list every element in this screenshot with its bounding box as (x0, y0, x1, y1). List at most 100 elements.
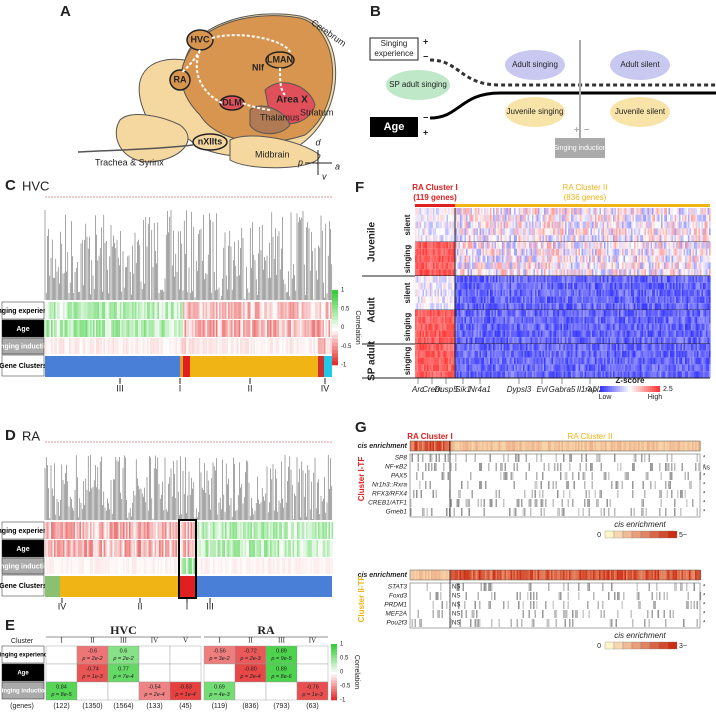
heat-cell (303, 320, 305, 337)
heat-cell (96, 338, 98, 354)
heat-cell (448, 222, 450, 229)
heat-cell (568, 324, 570, 331)
heat-cell (486, 228, 488, 235)
heat-cell (417, 235, 419, 242)
heat-cell (688, 276, 690, 283)
heat-cell (453, 242, 455, 249)
heat-cell (595, 276, 597, 283)
region-label: Area X (276, 95, 308, 106)
heat-cell (451, 249, 453, 256)
heat-cell (642, 317, 644, 324)
heat-cell (432, 303, 434, 310)
heat-cell (496, 242, 498, 249)
heat-cell (544, 269, 546, 276)
heat-cell (180, 302, 182, 319)
heat-cell (492, 242, 494, 249)
heat-cell (621, 262, 623, 269)
heat-cell (595, 208, 597, 215)
heat-cell (134, 338, 136, 354)
heat-cell (613, 262, 615, 269)
heat-cell (165, 302, 167, 319)
heat-cell (132, 338, 134, 354)
heat-cell (213, 320, 215, 337)
heat-cell (314, 338, 316, 354)
heat-cell (468, 215, 470, 222)
trajectory (430, 93, 716, 118)
heat-cell (83, 522, 85, 539)
group-label: SP adult singing (389, 80, 447, 89)
heat-cell (660, 276, 662, 283)
heat-cell (697, 228, 699, 235)
heat-cell (523, 235, 525, 242)
heat-cell (693, 269, 695, 276)
heat-cell (607, 262, 609, 269)
heat-cell (66, 540, 68, 557)
heat-cell (687, 317, 689, 324)
heat-cell (426, 249, 428, 256)
colorbar-cell (331, 647, 337, 650)
heat-cell (534, 215, 536, 222)
heat-cell (642, 276, 644, 283)
heat-cell (528, 276, 530, 283)
heat-cell (561, 215, 563, 222)
heat-cell (640, 256, 642, 263)
heat-cell (466, 303, 468, 310)
heat-cell (429, 317, 431, 324)
heat-cell (267, 522, 269, 539)
heat-cell (595, 296, 597, 303)
heat-cell (561, 324, 563, 331)
heat-cell (95, 540, 97, 557)
heat-cell (615, 276, 617, 283)
heat-cell (505, 242, 507, 249)
heat-cell (688, 283, 690, 290)
heat-cell (194, 558, 196, 574)
heat-cell (498, 208, 500, 215)
heat-cell (513, 249, 515, 256)
heat-cell (649, 262, 651, 269)
heat-cell (170, 540, 172, 557)
heat-cell (625, 283, 627, 290)
heat-cell (562, 303, 564, 310)
heat-cell (102, 522, 104, 539)
heat-cell (209, 302, 211, 319)
heat-cell (522, 256, 524, 263)
heat-cell (478, 269, 480, 276)
heat-cell (589, 269, 591, 276)
heat-cell (685, 249, 687, 256)
heat-cell (225, 558, 227, 574)
heat-cell (637, 317, 639, 324)
heat-cell (424, 310, 426, 317)
heat-cell (110, 302, 112, 319)
heat-cell (511, 222, 513, 229)
genes-count: (793) (273, 703, 289, 710)
heat-cell (709, 235, 711, 242)
heat-cell (158, 540, 160, 557)
heat-cell (579, 310, 581, 317)
heat-cell (444, 276, 446, 283)
heat-cell (706, 283, 708, 290)
heat-cell (513, 290, 515, 297)
colorbar-cell (332, 298, 338, 302)
heat-cell (619, 303, 621, 310)
heat-cell (180, 320, 182, 337)
heat-cell (595, 256, 597, 263)
heat-cell (604, 324, 606, 331)
heat-cell (483, 283, 485, 290)
heat-cell (490, 290, 492, 297)
heat-cell (65, 558, 67, 574)
heat-cell (511, 324, 513, 331)
heat-cell (308, 558, 310, 574)
heat-cell (448, 269, 450, 276)
heat-cell (649, 235, 651, 242)
heat-cell (549, 296, 551, 303)
heat-cell (547, 296, 549, 303)
heat-cell (670, 310, 672, 317)
heat-cell (600, 324, 602, 331)
heat-cell (144, 522, 146, 539)
heat-cell (179, 338, 181, 354)
heat-cell (499, 228, 501, 235)
heat-cell (576, 296, 578, 303)
heat-cell (688, 269, 690, 276)
heat-cell (585, 296, 587, 303)
heat-cell (673, 262, 675, 269)
